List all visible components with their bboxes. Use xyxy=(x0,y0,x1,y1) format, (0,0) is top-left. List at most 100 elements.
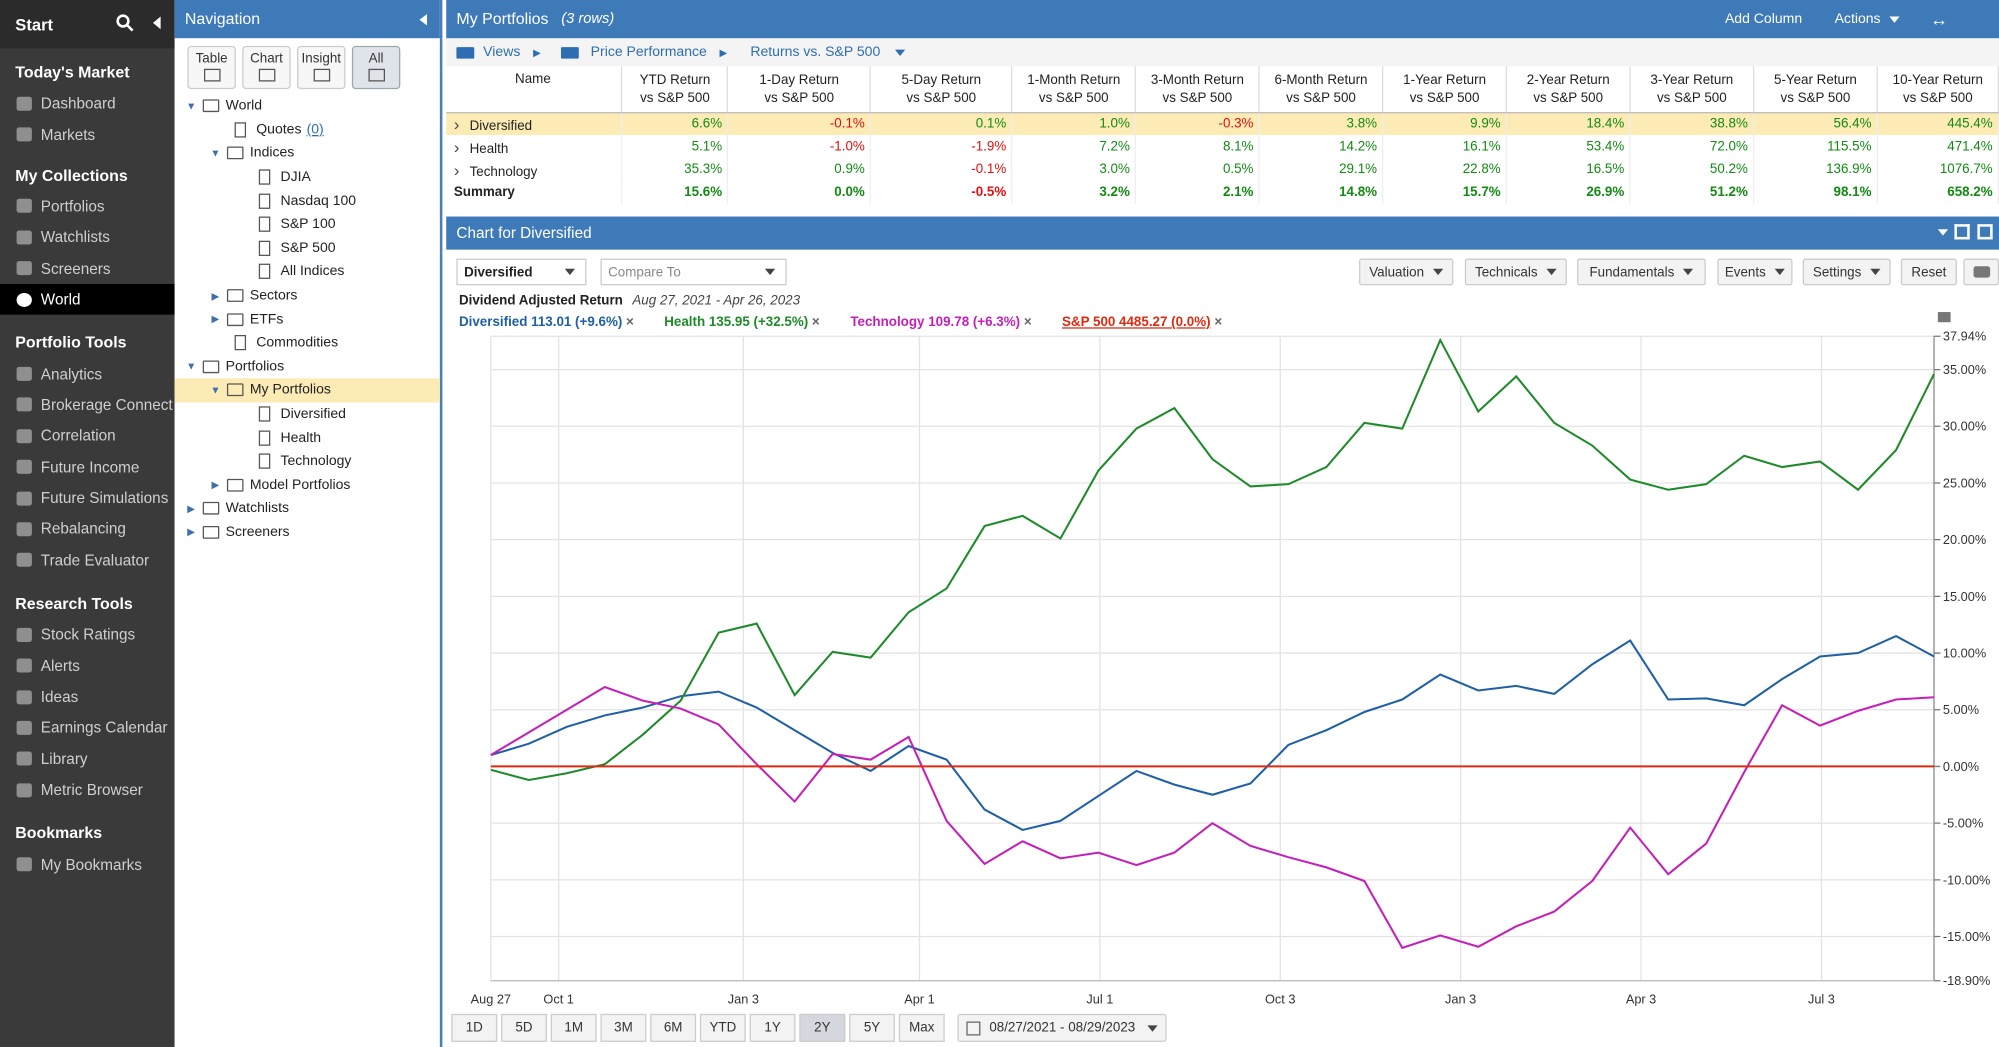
column-header[interactable]: 1-Month Return vs S&P 500 xyxy=(1011,66,1137,113)
reset-button[interactable]: Reset xyxy=(1900,258,1957,286)
view-all-button[interactable]: All xyxy=(351,45,401,90)
sidebar-item-earnings-calendar[interactable]: Earnings Calendar xyxy=(0,712,175,743)
sidebar-item-my-bookmarks[interactable]: My Bookmarks xyxy=(0,849,175,880)
chevron-down-icon[interactable] xyxy=(895,49,906,56)
legend-item[interactable]: Health 135.95 (+32.5%) × xyxy=(664,315,820,330)
caret-right-icon[interactable]: ▶ xyxy=(187,526,196,539)
quotes-count-link[interactable]: (0) xyxy=(306,122,324,138)
camera-icon[interactable] xyxy=(1963,258,1999,286)
chevron-down-icon[interactable] xyxy=(1937,229,1949,236)
actions-menu[interactable]: Actions xyxy=(1835,11,1900,27)
tree-item-indices[interactable]: ▼ Indices xyxy=(175,142,440,166)
tree-item-quotes[interactable]: Quotes (0) xyxy=(175,118,440,142)
tree-item-model-portfolios[interactable]: ▶ Model Portfolios xyxy=(175,473,440,497)
tree-item-sectors[interactable]: ▶ Sectors xyxy=(175,284,440,308)
range-1m-button[interactable]: 1M xyxy=(550,1013,597,1042)
fundamentals-menu-button[interactable]: Fundamentals xyxy=(1577,258,1706,286)
range-5d-button[interactable]: 5D xyxy=(501,1013,547,1042)
sidebar-item-watchlists[interactable]: Watchlists xyxy=(0,222,175,253)
range-2y-button[interactable]: 2Y xyxy=(799,1013,846,1042)
sidebar-item-screeners[interactable]: Screeners xyxy=(0,253,175,284)
compare-to-input[interactable]: Compare To xyxy=(600,258,787,286)
tree-item-screeners[interactable]: ▶ Screeners xyxy=(175,521,440,545)
tree-item-portfolios[interactable]: ▼ Portfolios xyxy=(175,355,440,379)
technicals-menu-button[interactable]: Technicals xyxy=(1464,258,1567,286)
valuation-menu-button[interactable]: Valuation xyxy=(1359,258,1454,286)
sidebar-item-ideas[interactable]: Ideas xyxy=(0,681,175,712)
expand-horizontal-icon[interactable]: ↔ xyxy=(1930,8,1949,30)
sidebar-item-trade-evaluator[interactable]: Trade Evaluator xyxy=(0,545,175,576)
range-3m-button[interactable]: 3M xyxy=(600,1013,647,1042)
sidebar-item-dashboard[interactable]: Dashboard xyxy=(0,88,175,119)
sidebar-item-correlation[interactable]: Correlation xyxy=(0,420,175,451)
range-1y-button[interactable]: 1Y xyxy=(749,1013,796,1042)
breadcrumb-price-performance[interactable]: Price Performance xyxy=(590,44,707,60)
summary-row[interactable]: Summary 15.6% 0.0% -0.5% 3.2% 2.1% 14.8% 15.7% 2… xyxy=(446,180,1999,204)
settings-menu-button[interactable]: Settings xyxy=(1802,258,1891,286)
caret-right-icon[interactable]: ▶ xyxy=(211,479,220,491)
tree-item-djia[interactable]: DJIA xyxy=(175,165,440,189)
view-insight-button[interactable]: Insight xyxy=(297,45,346,90)
caret-down-icon[interactable]: ▼ xyxy=(186,100,197,112)
sidebar-item-alerts[interactable]: Alerts xyxy=(0,650,175,681)
column-header[interactable]: 5-Year Return vs S&P 500 xyxy=(1753,66,1878,113)
remove-series-icon[interactable]: × xyxy=(622,314,634,330)
view-chart-button[interactable]: Chart xyxy=(242,45,291,90)
table-row[interactable]: › Technology 35.3% 0.9% -0.1% 3.0% 0.5% 29.1% 22… xyxy=(446,157,1999,181)
start-label[interactable]: Start xyxy=(15,14,54,34)
tree-item-watchlists[interactable]: ▶ Watchlists xyxy=(175,497,440,521)
tree-item-commodities[interactable]: Commodities xyxy=(175,331,440,355)
tree-item-technology[interactable]: Technology xyxy=(175,449,440,473)
tree-item-nasdaq-100[interactable]: Nasdaq 100 xyxy=(175,189,440,213)
chevron-right-icon[interactable]: › xyxy=(453,136,460,157)
column-header[interactable]: 3-Month Return vs S&P 500 xyxy=(1135,66,1260,113)
sidebar-item-stock-ratings[interactable]: Stock Ratings xyxy=(0,619,175,650)
column-header[interactable]: 1-Day Return vs S&P 500 xyxy=(727,66,872,113)
column-header[interactable]: 3-Year Return vs S&P 500 xyxy=(1630,66,1755,113)
sidebar-item-metric-browser[interactable]: Metric Browser xyxy=(0,774,175,805)
search-icon[interactable] xyxy=(116,14,134,32)
caret-right-icon[interactable]: ▶ xyxy=(211,289,220,302)
tree-item-world[interactable]: ▼ World xyxy=(175,94,440,118)
legend-item[interactable]: S&P 500 4485.27 (0.0%) × xyxy=(1062,315,1222,330)
tree-item-my-portfolios[interactable]: ▼ My Portfolios xyxy=(174,378,440,403)
remove-series-icon[interactable]: × xyxy=(808,314,820,330)
column-header[interactable]: 6-Month Return vs S&P 500 xyxy=(1259,66,1384,113)
collapse-panel-icon[interactable] xyxy=(419,14,428,26)
caret-down-icon[interactable]: ▼ xyxy=(210,384,221,397)
tree-item-diversified[interactable]: Diversified xyxy=(175,402,440,426)
table-row[interactable]: › Health 5.1% -1.0% -1.9% 7.2% 8.1% 14.2% 16.1% 5… xyxy=(446,135,1999,158)
tree-item-etfs[interactable]: ▶ ETFs xyxy=(175,307,440,331)
view-table-button[interactable]: Table xyxy=(187,45,236,90)
breadcrumb-returns-view[interactable]: Returns vs. S&P 500 xyxy=(750,44,881,60)
collapse-icon[interactable] xyxy=(152,15,162,30)
sidebar-item-rebalancing[interactable]: Rebalancing xyxy=(0,514,175,545)
sidebar-item-brokerage-connect[interactable]: Brokerage Connect xyxy=(0,389,175,420)
sidebar-item-future-income[interactable]: Future Income xyxy=(0,452,175,483)
legend-item[interactable]: Technology 109.78 (+6.3%) × xyxy=(850,315,1031,330)
breadcrumb-views[interactable]: Views xyxy=(483,44,521,60)
symbol-select[interactable]: Diversified xyxy=(456,258,587,286)
range-5y-button[interactable]: 5Y xyxy=(849,1013,895,1042)
tree-item-all-indices[interactable]: All Indices xyxy=(175,260,440,284)
caret-down-icon[interactable]: ▼ xyxy=(210,147,221,160)
tree-item-s-p-500[interactable]: S&P 500 xyxy=(175,236,440,260)
chevron-right-icon[interactable]: › xyxy=(453,159,460,179)
events-menu-button[interactable]: Events xyxy=(1717,258,1793,286)
add-column-button[interactable]: Add Column xyxy=(1724,11,1803,27)
sidebar-item-portfolios[interactable]: Portfolios xyxy=(0,191,175,222)
popout-icon[interactable] xyxy=(1977,224,1993,240)
remove-series-icon[interactable]: × xyxy=(1020,314,1032,330)
sidebar-item-analytics[interactable]: Analytics xyxy=(0,358,175,389)
column-header[interactable]: 1-Year Return vs S&P 500 xyxy=(1382,66,1508,113)
column-header[interactable]: 2-Year Return vs S&P 500 xyxy=(1506,66,1631,113)
remove-series-icon[interactable]: × xyxy=(1210,314,1223,330)
chevron-right-icon[interactable]: › xyxy=(453,114,460,134)
range-ytd-button[interactable]: YTD xyxy=(699,1013,746,1042)
date-range-picker[interactable]: 08/27/2021 - 08/29/2023 xyxy=(957,1013,1167,1042)
sidebar-item-library[interactable]: Library xyxy=(0,743,175,774)
legend-item[interactable]: Diversified 113.01 (+9.6%) × xyxy=(459,315,634,330)
caret-down-icon[interactable]: ▼ xyxy=(186,360,197,373)
fullscreen-icon[interactable] xyxy=(1954,224,1970,240)
column-header[interactable]: YTD Return vs S&P 500 xyxy=(622,66,729,113)
